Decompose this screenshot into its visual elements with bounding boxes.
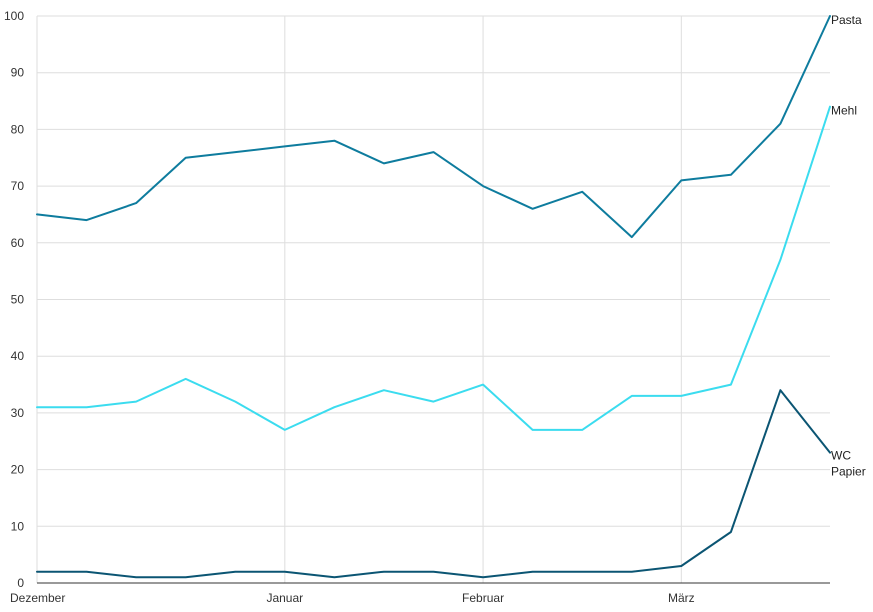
y-tick-label: 0 xyxy=(17,576,24,590)
series-label-pasta: Pasta xyxy=(831,13,862,27)
y-tick-label: 80 xyxy=(11,122,25,136)
series-line-pasta xyxy=(36,15,831,239)
y-axis-ticks: 0 10 20 30 40 50 60 70 80 90 100 xyxy=(4,9,24,590)
y-tick-label: 70 xyxy=(11,179,25,193)
y-tick-label: 100 xyxy=(4,9,24,23)
series-line-mehl xyxy=(36,105,831,431)
x-axis-ticks: Dezember Januar Februar März xyxy=(10,591,695,605)
x-tick-label: März xyxy=(668,591,695,605)
y-tick-label: 20 xyxy=(11,463,25,477)
series-lines xyxy=(36,15,831,579)
series-labels: Pasta Mehl WC Papier xyxy=(831,13,866,479)
series-label-mehl: Mehl xyxy=(831,104,857,118)
x-gridlines xyxy=(36,16,682,583)
series-line-wc-papier xyxy=(36,389,831,579)
x-tick-label: Februar xyxy=(462,591,504,605)
y-tick-label: 10 xyxy=(11,519,25,533)
y-tick-label: 60 xyxy=(11,236,25,250)
y-gridlines xyxy=(37,15,830,527)
y-tick-label: 50 xyxy=(11,293,25,307)
x-tick-label: Dezember xyxy=(10,591,65,605)
y-tick-label: 40 xyxy=(11,349,25,363)
series-label-wc-papier: WC Papier xyxy=(831,449,866,479)
x-tick-label: Januar xyxy=(266,591,303,605)
y-tick-label: 30 xyxy=(11,406,25,420)
y-tick-label: 90 xyxy=(11,66,25,80)
